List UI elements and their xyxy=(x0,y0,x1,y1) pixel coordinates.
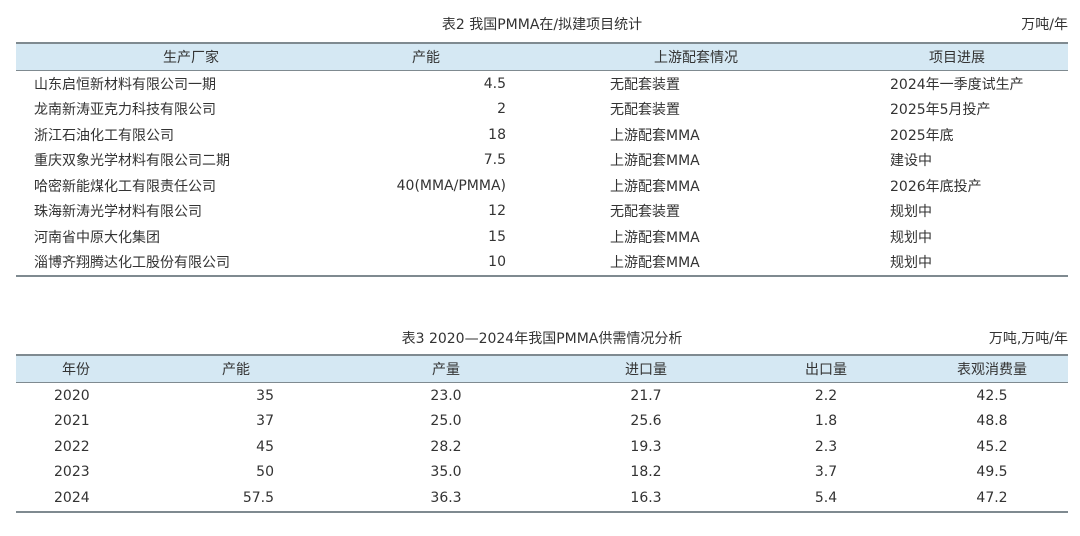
table3-cell: 45 xyxy=(256,438,274,455)
table3-cell: 2.2 xyxy=(814,387,838,404)
table3-cell: 18.2 xyxy=(630,464,662,481)
table2-cell: 上游配套MMA xyxy=(610,127,700,144)
table3-header-cell: 进口量 xyxy=(625,362,667,378)
table3-cell: 2.3 xyxy=(814,438,838,455)
table3-cell: 45.2 xyxy=(976,438,1008,455)
table2-cell: 10 xyxy=(488,254,506,271)
table3-row: 2020 35 23.0 21.7 2.2 42.5 xyxy=(16,383,1068,409)
table2-cell: 40(MMA/PMMA) xyxy=(396,177,506,194)
table2-cell: 山东启恒新材料有限公司一期 xyxy=(34,76,216,93)
table2-cell: 18 xyxy=(488,126,506,143)
table3-cell: 37 xyxy=(256,413,274,430)
table2-cell: 珠海新涛光学材料有限公司 xyxy=(34,204,202,221)
table3-row: 2021 37 25.0 25.6 1.8 48.8 xyxy=(16,409,1068,435)
table3-header-cell: 产能 xyxy=(222,362,250,378)
table2-cell: 2026年底投产 xyxy=(890,178,982,195)
table2-row: 重庆双象光学材料有限公司二期 7.5 上游配套MMA 建设中 xyxy=(16,148,1068,174)
table3-header-cell: 表观消费量 xyxy=(957,362,1027,378)
table3-caption-row: 表3 2020—2024年我国PMMA供需情况分析 万吨,万吨/年 xyxy=(16,327,1068,351)
table3-header-cell: 年份 xyxy=(62,362,90,378)
table2: 生产厂家 产能 上游配套情况 项目进展 山东启恒新材料有限公司一期 4.5 无配套装… xyxy=(16,42,1068,277)
table3-cell: 2020 xyxy=(54,387,90,404)
table2-row: 哈密新能煤化工有限责任公司 40(MMA/PMMA) 上游配套MMA 2026年底投产 xyxy=(16,173,1068,199)
table2-cell: 上游配套MMA xyxy=(610,255,700,272)
table3-cell: 5.4 xyxy=(814,489,838,506)
table3-cell: 2022 xyxy=(54,438,90,455)
table2-cell: 河南省中原大化集团 xyxy=(34,229,160,246)
table2-row: 河南省中原大化集团 15 上游配套MMA 规划中 xyxy=(16,224,1068,250)
table3-cell: 2021 xyxy=(54,413,90,430)
table2-header-cell: 上游配套情况 xyxy=(654,50,738,66)
table3-cell: 25.0 xyxy=(430,413,462,430)
table3-cell: 25.6 xyxy=(630,413,662,430)
table2-cell: 上游配套MMA xyxy=(610,153,700,170)
table3-cell: 21.7 xyxy=(630,387,662,404)
table3-cell: 35.0 xyxy=(430,464,462,481)
table3-cell: 50 xyxy=(256,464,274,481)
table2-cell: 无配套装置 xyxy=(610,76,680,93)
table3-cell: 47.2 xyxy=(976,489,1008,506)
table3-cell: 28.2 xyxy=(430,438,462,455)
table3-cell: 2024 xyxy=(54,489,90,506)
table2-cell: 重庆双象光学材料有限公司二期 xyxy=(34,153,230,170)
table3-cell: 19.3 xyxy=(630,438,662,455)
table3-header-row: 年份 产能 产量 进口量 出口量 表观消费量 xyxy=(16,355,1068,383)
table3-row: 2023 50 35.0 18.2 3.7 49.5 xyxy=(16,460,1068,486)
table2-cell: 哈密新能煤化工有限责任公司 xyxy=(34,178,216,195)
table2-header-cell: 生产厂家 xyxy=(163,50,219,66)
table2-header-cell: 项目进展 xyxy=(929,50,985,66)
table3-cell: 16.3 xyxy=(630,489,662,506)
table2-row: 浙江石油化工有限公司 18 上游配套MMA 2025年底 xyxy=(16,122,1068,148)
table2-cell: 淄博齐翔腾达化工股份有限公司 xyxy=(34,255,230,272)
table2-cell: 无配套装置 xyxy=(610,102,680,119)
table2-cell: 规划中 xyxy=(890,255,932,272)
table3-header-cell: 产量 xyxy=(432,362,460,378)
table2-header-row: 生产厂家 产能 上游配套情况 项目进展 xyxy=(16,43,1068,71)
table3-unit: 万吨,万吨/年 xyxy=(988,331,1068,347)
table2-cell: 7.5 xyxy=(483,152,506,169)
table3-header-cell: 出口量 xyxy=(805,362,847,378)
table2-caption-row: 表2 我国PMMA在/拟建项目统计 万吨/年 xyxy=(16,13,1068,37)
table2-cell: 2025年底 xyxy=(890,127,954,144)
table2-unit: 万吨/年 xyxy=(1021,17,1068,33)
table2-row: 珠海新涛光学材料有限公司 12 无配套装置 规划中 xyxy=(16,199,1068,225)
table2-cell: 2025年5月投产 xyxy=(890,102,991,119)
table2-row: 山东启恒新材料有限公司一期 4.5 无配套装置 2024年一季度试生产 xyxy=(16,71,1068,97)
table2-cell: 上游配套MMA xyxy=(610,178,700,195)
table3-cell: 36.3 xyxy=(430,489,462,506)
table3-cell: 48.8 xyxy=(976,413,1008,430)
table2-row: 淄博齐翔腾达化工股份有限公司 10 上游配套MMA 规划中 xyxy=(16,250,1068,277)
table3: 年份 产能 产量 进口量 出口量 表观消费量 2020 35 23.0 21.7 2.2… xyxy=(16,354,1068,513)
table3-cell: 35 xyxy=(256,387,274,404)
table2-cell: 龙南新涛亚克力科技有限公司 xyxy=(34,102,216,119)
table3-cell: 49.5 xyxy=(976,464,1008,481)
table2-cell: 无配套装置 xyxy=(610,204,680,221)
table3-title: 表3 2020—2024年我国PMMA供需情况分析 xyxy=(401,331,683,347)
table2-cell: 建设中 xyxy=(890,153,932,170)
table2-cell: 浙江石油化工有限公司 xyxy=(34,127,174,144)
table2-row: 龙南新涛亚克力科技有限公司 2 无配套装置 2025年5月投产 xyxy=(16,97,1068,123)
table2-cell: 上游配套MMA xyxy=(610,229,700,246)
table3-cell: 57.5 xyxy=(242,489,274,506)
table3-cell: 2023 xyxy=(54,464,90,481)
table2-cell: 12 xyxy=(488,203,506,220)
table2-header-cell: 产能 xyxy=(412,50,440,66)
table3-cell: 1.8 xyxy=(814,413,838,430)
table3-row: 2024 57.5 36.3 16.3 5.4 47.2 xyxy=(16,485,1068,512)
table2-cell: 15 xyxy=(488,228,506,245)
table3-cell: 23.0 xyxy=(430,387,462,404)
table2-cell: 2024年一季度试生产 xyxy=(890,76,1024,93)
table2-title: 表2 我国PMMA在/拟建项目统计 xyxy=(441,17,643,33)
table2-cell: 规划中 xyxy=(890,204,932,221)
table2-cell: 4.5 xyxy=(483,75,506,92)
table3-row: 2022 45 28.2 19.3 2.3 45.2 xyxy=(16,434,1068,460)
table2-cell: 2 xyxy=(497,101,506,118)
table3-cell: 42.5 xyxy=(976,387,1008,404)
table2-cell: 规划中 xyxy=(890,229,932,246)
table3-cell: 3.7 xyxy=(814,464,838,481)
